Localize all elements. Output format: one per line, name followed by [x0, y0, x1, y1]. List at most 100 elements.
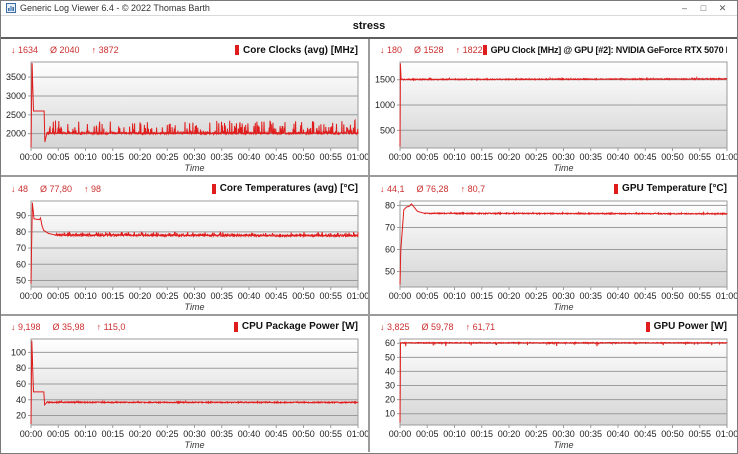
svg-text:00:20: 00:20	[498, 152, 521, 162]
svg-text:00:25: 00:25	[525, 429, 548, 439]
svg-text:00:30: 00:30	[183, 152, 206, 162]
svg-text:Time: Time	[554, 302, 574, 312]
stat-min: ↓ 3,825	[380, 321, 410, 332]
series-color-marker	[614, 183, 619, 194]
svg-text:00:50: 00:50	[292, 429, 315, 439]
chart-canvas[interactable]: 20 40 60 80 100 00:00 00:05 00:10 00:15 00:20 00:2…	[1, 334, 368, 452]
svg-text:50: 50	[385, 352, 395, 362]
svg-text:00:15: 00:15	[101, 152, 124, 162]
svg-text:20: 20	[385, 395, 395, 405]
svg-text:500: 500	[380, 126, 395, 136]
svg-text:10: 10	[385, 409, 395, 419]
svg-text:70: 70	[16, 243, 26, 253]
close-button[interactable]: ✕	[718, 3, 727, 13]
maximize-button[interactable]: □	[700, 3, 707, 13]
chart-title-wrap: GPU Temperature [°C]	[614, 183, 727, 194]
chart-header: ↓ 180 Ø 1528 ↑ 1822 GPU Clock [MHz] @ GP…	[370, 39, 737, 57]
svg-text:Time: Time	[554, 163, 574, 173]
chart-panel-cpu-power: ↓ 9,198 Ø 35,98 ↑ 115,0 CPU Package Powe…	[1, 315, 368, 452]
chart-svg: 50 60 70 80 90 00:00 00:05 00:10 00:15 00:20 00:25…	[16, 200, 368, 312]
chart-title-wrap: Core Temperatures (avg) [°C]	[211, 183, 358, 194]
svg-text:00:55: 00:55	[319, 429, 342, 439]
svg-text:00:15: 00:15	[470, 291, 493, 301]
svg-text:00:25: 00:25	[156, 152, 179, 162]
chart-title: Core Clocks (avg) [MHz]	[242, 44, 358, 56]
svg-text:00:50: 00:50	[661, 291, 684, 301]
svg-text:00:30: 00:30	[552, 291, 575, 301]
minimize-button[interactable]: –	[681, 3, 687, 13]
svg-text:00:05: 00:05	[47, 152, 70, 162]
app-icon	[6, 3, 16, 13]
chart-svg: 2000 2500 3000 3500 00:00 00:05 00:10 00:15 00:2…	[6, 61, 368, 173]
svg-text:00:35: 00:35	[579, 429, 602, 439]
stat-avg: Ø 35,98	[52, 321, 85, 332]
window-controls: – □ ✕	[675, 1, 732, 15]
svg-text:00:05: 00:05	[47, 291, 70, 301]
svg-text:00:30: 00:30	[183, 429, 206, 439]
stat-max: ↑ 80,7	[460, 183, 486, 194]
chart-canvas[interactable]: 500 1000 1500 00:00 00:05 00:10 00:15 00:20 00:2…	[370, 57, 737, 175]
chart-svg: 50 60 70 80 00:00 00:05 00:10 00:15 00:20 00:25 00…	[385, 200, 737, 312]
stat-max: ↑ 1822	[455, 45, 483, 56]
chart-title-wrap: CPU Package Power [W]	[233, 321, 358, 332]
svg-text:1500: 1500	[375, 75, 395, 85]
svg-text:100: 100	[11, 348, 26, 358]
svg-text:00:40: 00:40	[607, 152, 630, 162]
svg-text:60: 60	[385, 338, 395, 348]
svg-text:70: 70	[385, 222, 395, 232]
svg-text:80: 80	[16, 227, 26, 237]
svg-text:00:05: 00:05	[47, 429, 70, 439]
svg-text:00:15: 00:15	[470, 429, 493, 439]
chart-canvas[interactable]: 50 60 70 80 00:00 00:05 00:10 00:15 00:20 00:25 00…	[370, 196, 737, 314]
svg-text:1000: 1000	[375, 100, 395, 110]
chart-stats: ↓ 48 Ø 77,80 ↑ 98	[11, 184, 101, 194]
series-color-marker	[645, 321, 650, 332]
chart-canvas[interactable]: 50 60 70 80 90 00:00 00:05 00:10 00:15 00:20 00:25…	[1, 196, 368, 314]
stat-min: ↓ 180	[380, 45, 403, 56]
svg-text:01:00: 01:00	[716, 152, 737, 162]
chart-stats: ↓ 180 Ø 1528 ↑ 1822	[380, 45, 483, 55]
svg-text:00:55: 00:55	[319, 291, 342, 301]
titlebar: Generic Log Viewer 6.4 - © 2022 Thomas B…	[1, 1, 737, 16]
svg-text:00:20: 00:20	[129, 429, 152, 439]
stat-min: ↓ 44,1	[380, 183, 405, 194]
svg-text:00:45: 00:45	[634, 152, 657, 162]
svg-text:00:35: 00:35	[579, 152, 602, 162]
svg-text:00:45: 00:45	[634, 291, 657, 301]
svg-text:00:25: 00:25	[156, 291, 179, 301]
svg-text:00:00: 00:00	[20, 291, 43, 301]
chart-canvas[interactable]: 10 20 30 40 50 60 00:00 00:05 00:10 00:15 00:20 00:…	[370, 334, 737, 452]
svg-text:60: 60	[16, 379, 26, 389]
svg-text:00:55: 00:55	[688, 152, 711, 162]
svg-text:40: 40	[16, 395, 26, 405]
svg-text:01:00: 01:00	[347, 152, 368, 162]
svg-text:00:10: 00:10	[443, 152, 466, 162]
svg-text:00:20: 00:20	[129, 152, 152, 162]
chart-canvas[interactable]: 2000 2500 3000 3500 00:00 00:05 00:10 00:15 00:2…	[1, 57, 368, 175]
chart-title: GPU Power [W]	[653, 321, 727, 333]
stat-max: ↑ 3872	[91, 45, 119, 56]
series-color-marker	[234, 45, 239, 56]
stat-avg: Ø 77,80	[40, 183, 73, 194]
chart-title: GPU Clock [MHz] @ GPU [#2]: NVIDIA GeFor…	[490, 45, 727, 56]
chart-title-wrap: GPU Power [W]	[645, 321, 727, 333]
stat-min: ↓ 1634	[11, 45, 39, 56]
series-color-marker	[482, 45, 487, 56]
svg-text:01:00: 01:00	[347, 429, 368, 439]
stat-avg: Ø 59,78	[421, 321, 454, 332]
stat-avg: Ø 76,28	[416, 183, 449, 194]
chart-header: ↓ 9,198 Ø 35,98 ↑ 115,0 CPU Package Powe…	[1, 316, 368, 334]
svg-text:00:20: 00:20	[498, 291, 521, 301]
stat-avg: Ø 2040	[50, 45, 80, 56]
chart-title-wrap: Core Clocks (avg) [MHz]	[234, 44, 358, 56]
chart-svg: 500 1000 1500 00:00 00:05 00:10 00:15 00:20 00:2…	[375, 61, 737, 173]
svg-text:00:10: 00:10	[74, 152, 97, 162]
svg-text:00:30: 00:30	[183, 291, 206, 301]
svg-text:60: 60	[385, 244, 395, 254]
chart-stats: ↓ 1634 Ø 2040 ↑ 3872	[11, 45, 119, 55]
svg-text:Time: Time	[185, 440, 205, 450]
svg-text:Time: Time	[185, 163, 205, 173]
stat-avg: Ø 1528	[414, 45, 444, 56]
stat-min: ↓ 9,198	[11, 321, 41, 332]
svg-text:00:55: 00:55	[319, 152, 342, 162]
